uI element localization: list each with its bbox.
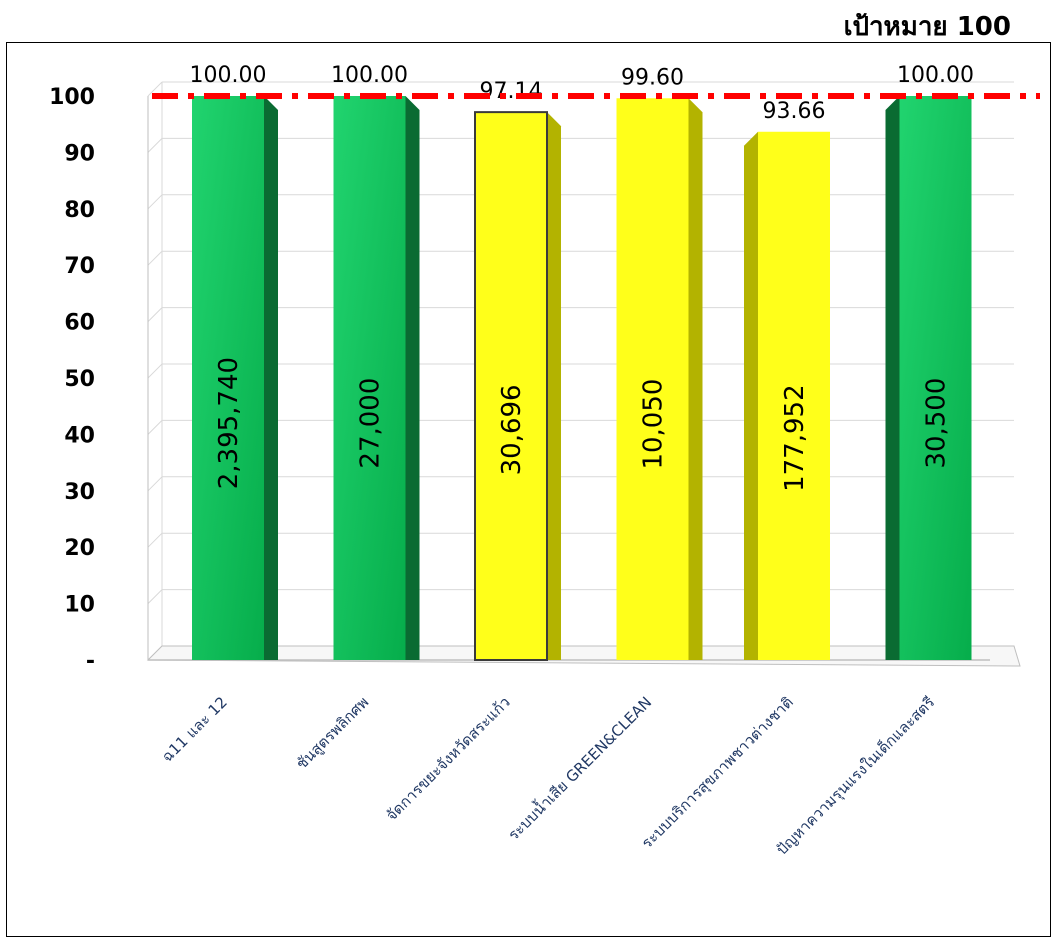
y-tick-label: 90: [64, 141, 95, 166]
bar-inner-label: 177,952: [780, 384, 810, 492]
bar: 177,952 93.66: [744, 99, 830, 661]
bar-value-label: 100.00: [897, 63, 974, 88]
bar-inner-label: 27,000: [356, 378, 386, 469]
y-tick-label: 60: [64, 311, 95, 336]
category-label: จัดการขยะจังหวัดสระแก้ว: [382, 693, 513, 824]
bar-side: [744, 131, 758, 661]
y-tick-label: 30: [64, 480, 95, 505]
category-label: ชันสูตรพลิกศพ: [292, 693, 372, 773]
category-label: ระบบบริการสุขภาพชาวต่างชาติ: [638, 693, 798, 853]
gridline-side: [147, 589, 163, 604]
gridlines: [146, 81, 1021, 667]
y-tick-label: 70: [64, 254, 95, 279]
y-tick-label: 40: [64, 423, 95, 448]
y-tick-label: 20: [64, 536, 95, 561]
bar: 30,696 97.14: [474, 79, 561, 662]
target-label: เป้าหมาย 100: [843, 12, 1011, 42]
bar-value-label: 97.14: [480, 79, 543, 104]
bar-inner-label: 10,050: [639, 379, 669, 470]
bar-front: [333, 96, 406, 660]
category-label: ฉ11 และ 12: [158, 693, 231, 766]
bar: 27,000 100.00: [331, 63, 420, 660]
bar-front: [474, 111, 548, 662]
y-tick-label: 50: [64, 367, 95, 392]
bar-front: [899, 96, 972, 660]
gridline-side: [147, 138, 163, 153]
bar-side: [264, 96, 278, 660]
bar-side: [688, 98, 703, 661]
bar-inner-label: 30,500: [922, 378, 952, 469]
gridline-side: [147, 420, 163, 435]
bar-side: [885, 96, 900, 660]
gridline-side: [147, 194, 163, 210]
bar-value-label: 100.00: [190, 63, 267, 88]
bar-value-label: 99.60: [621, 65, 684, 90]
gridline-side: [147, 307, 163, 322]
bar: 2,395,740 100.00: [190, 63, 278, 660]
chart-frame: [6, 42, 1051, 937]
y-tick-label: 80: [64, 198, 95, 223]
bar-front: [758, 131, 830, 661]
gridline-side: [147, 532, 163, 548]
gridline-side: [147, 363, 163, 379]
bar-value-label: 93.66: [763, 99, 826, 124]
y-tick-label: 100: [49, 85, 95, 110]
category-label: ปัญหาความรุนแรงในเด็กและสตรี: [772, 692, 939, 859]
category-label: ระบบน้ำเสีย GREEN&CLEAN: [503, 692, 655, 844]
bars: 2,395,740 100.00 27,000 100.00 30,696 97.14 10…: [190, 63, 974, 662]
bar-front: [192, 96, 264, 660]
bar-side: [547, 112, 561, 661]
bar: 30,500 100.00: [885, 63, 974, 660]
bar: 10,050 99.60: [616, 65, 703, 661]
gridline-side: [147, 250, 163, 266]
bar-inner-label: 2,395,740: [214, 357, 244, 489]
y-axis-ticks: - 10 20 30 40 50 60 70 80 90 100: [49, 85, 95, 674]
gridline-side: [147, 476, 163, 492]
bar-value-label: 100.00: [331, 63, 408, 88]
bar-side: [405, 96, 420, 660]
x-axis-categories: ฉ11 และ 12 ชันสูตรพลิกศพ จัดการขยะจังหวัดส…: [158, 692, 939, 860]
bar-inner-label: 30,696: [497, 384, 527, 475]
y-tick-label: 10: [64, 593, 95, 618]
gridline-side: [147, 81, 163, 97]
y-tick-label: -: [86, 649, 95, 674]
bar-front: [616, 98, 689, 661]
